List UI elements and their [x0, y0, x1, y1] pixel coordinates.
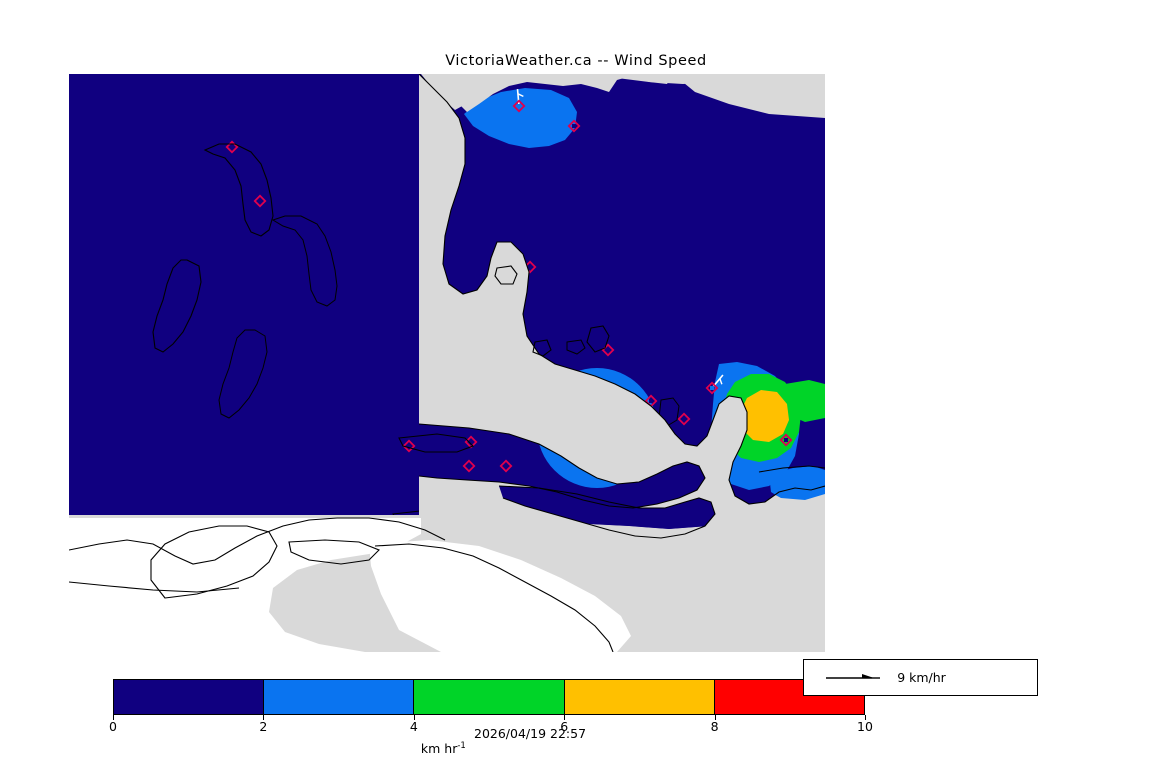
colorbar[interactable]: 0 2 4 6 8 10: [109, 679, 873, 734]
station-value-swatch: [612, 421, 616, 425]
band-2-4-circle: [537, 368, 657, 488]
colorbar-tick: [865, 715, 866, 720]
map-plot-area[interactable]: [69, 74, 825, 652]
map-svg: [69, 74, 825, 652]
timestamp: 2026/04/19 22:57: [474, 726, 587, 741]
colorbar-segment-4-6: [414, 680, 565, 714]
station-value-swatch: [649, 399, 653, 403]
colorbar-tick: [413, 715, 415, 720]
colorbar-tick-label: 2: [259, 719, 268, 734]
station-value-swatch: [469, 440, 473, 444]
wind-barb-key: 9 km/hr: [803, 659, 1038, 696]
station-value-swatch: [528, 265, 532, 269]
unit-exponent: -1: [457, 741, 466, 751]
station-value-swatch: [710, 386, 714, 390]
colorbar-tick-label: 6: [560, 719, 569, 734]
station-value-swatch: [407, 444, 411, 448]
colorbar-gradient: [113, 679, 865, 715]
colorbar-ticks: 0 2 4 6 8 10: [109, 715, 873, 735]
station-value-swatch: [458, 487, 462, 491]
colorbar-segment-0-2: [114, 680, 265, 714]
unit-text: km hr: [420, 741, 458, 757]
station-value-swatch: [682, 417, 686, 421]
station-value-swatch: [504, 464, 508, 468]
station-value-swatch: [258, 199, 262, 203]
station-value-swatch: [784, 438, 788, 442]
colorbar-segment-6-8: [564, 680, 715, 714]
colorbar-tick-label: 0: [109, 719, 117, 734]
colorbar-tick: [564, 715, 566, 720]
station-value-swatch: [467, 464, 471, 468]
station-value-swatch: [606, 348, 610, 352]
station-value-swatch: [718, 414, 722, 418]
colorbar-tick: [714, 715, 716, 720]
station-value-swatch: [572, 124, 576, 128]
colorbar-tick: [113, 715, 114, 720]
page-title: VictoriaWeather.ca -- Wind Speed: [445, 53, 707, 69]
station-value-swatch: [569, 438, 573, 442]
colorbar-tick: [263, 715, 265, 720]
station-value-swatch: [451, 316, 455, 320]
station-value-swatch: [230, 145, 234, 149]
colorbar-tick-label: 4: [409, 719, 418, 734]
station-value-swatch: [738, 422, 742, 426]
colorbar-tick-label: 10: [857, 719, 873, 734]
wind-barb-key-label: 9 km/hr: [897, 670, 946, 685]
wind-barb-arrow-icon: [826, 674, 880, 679]
colorbar-segment-2-4: [264, 680, 415, 714]
station-value-swatch: [724, 495, 728, 499]
colorbar-unit-label: km hr-1: [405, 726, 466, 771]
station-value-swatch: [517, 104, 521, 108]
colorbar-tick-label: 8: [710, 719, 719, 734]
